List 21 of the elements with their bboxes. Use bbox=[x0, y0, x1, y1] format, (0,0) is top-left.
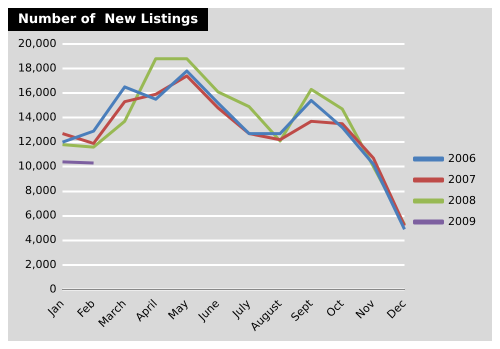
y-tick-label: 14,000 bbox=[18, 110, 56, 124]
y-tick-label: 6,000 bbox=[24, 208, 56, 222]
y-tick-label: 16,000 bbox=[18, 86, 56, 99]
y-tick-label: 8,000 bbox=[24, 184, 56, 198]
x-tick-label: Dec bbox=[384, 297, 409, 322]
y-tick-label: 0 bbox=[49, 282, 56, 296]
legend-label: 2008 bbox=[448, 194, 476, 207]
y-tick-label: 10,000 bbox=[18, 160, 56, 173]
y-tick-label: 20,000 bbox=[18, 36, 56, 50]
x-tick-label: Jan bbox=[44, 297, 67, 319]
x-tick-label: Nov bbox=[353, 296, 378, 322]
x-tick-label: Oct bbox=[324, 296, 347, 320]
y-tick-label: 12,000 bbox=[18, 135, 56, 148]
chart-title: Number of New Listings bbox=[8, 8, 208, 31]
y-tick-label: 2,000 bbox=[24, 258, 56, 271]
legend-label: 2009 bbox=[448, 214, 476, 228]
legend-label: 2007 bbox=[448, 172, 476, 186]
legend-label: 2006 bbox=[448, 152, 476, 165]
y-tick-label: 4,000 bbox=[24, 233, 56, 246]
x-tick-label: Feb bbox=[74, 297, 98, 320]
y-tick-label: 18,000 bbox=[18, 61, 56, 74]
